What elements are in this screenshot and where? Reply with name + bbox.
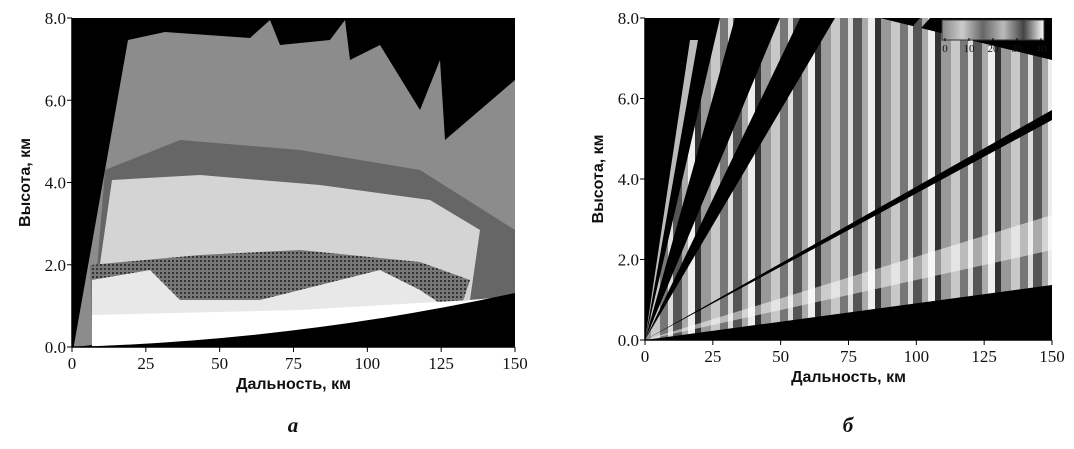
x-tick-label: 100 xyxy=(904,347,930,366)
panel-label: а xyxy=(288,413,299,437)
x-tick-label: 125 xyxy=(428,354,454,373)
y-tick-label: 8.0 xyxy=(618,9,639,28)
y-tick-label: 6.0 xyxy=(618,90,639,109)
x-tick-label: 100 xyxy=(355,354,381,373)
y-tick-label: 2.0 xyxy=(45,256,66,275)
colorbar xyxy=(941,19,1045,41)
x-axis-label: Дальность, км xyxy=(236,376,351,393)
y-axis-label: Высота, км xyxy=(590,135,607,224)
panel-label: б xyxy=(843,413,855,437)
y-tick-label: 4.0 xyxy=(618,170,639,189)
y-tick-label: 2.0 xyxy=(618,251,639,270)
radar-image-a xyxy=(72,18,515,347)
x-tick-label: 50 xyxy=(772,347,789,366)
x-tick-label: 150 xyxy=(502,354,528,373)
x-tick-label: 75 xyxy=(840,347,857,366)
x-tick-label: 25 xyxy=(704,347,721,366)
colorbar-tick-label: 30 xyxy=(1012,43,1024,55)
x-tick-label: 125 xyxy=(971,347,997,366)
x-tick-label: 50 xyxy=(211,354,228,373)
x-axis-label: Дальность, км xyxy=(791,369,906,386)
x-tick-label: 0 xyxy=(68,354,77,373)
colorbar-tick-label: 20 xyxy=(988,43,1000,55)
x-tick-label: 75 xyxy=(285,354,302,373)
y-tick-label: 6.0 xyxy=(45,91,66,110)
colorbar-tick-label: 40 xyxy=(1036,43,1048,55)
x-tick-label: 0 xyxy=(641,347,650,366)
x-tick-label: 150 xyxy=(1039,347,1065,366)
colorbar-tick-label: 10 xyxy=(964,43,976,55)
y-axis-label: Высота, км xyxy=(17,138,34,227)
colorbar-tick-label: 0 xyxy=(942,43,948,55)
y-tick-label: 8.0 xyxy=(45,9,66,28)
y-tick-label: 0.0 xyxy=(45,338,66,357)
y-tick-label: 0.0 xyxy=(618,331,639,350)
y-tick-label: 4.0 xyxy=(45,174,66,193)
radar-image-b xyxy=(645,18,1052,340)
x-tick-label: 25 xyxy=(137,354,154,373)
